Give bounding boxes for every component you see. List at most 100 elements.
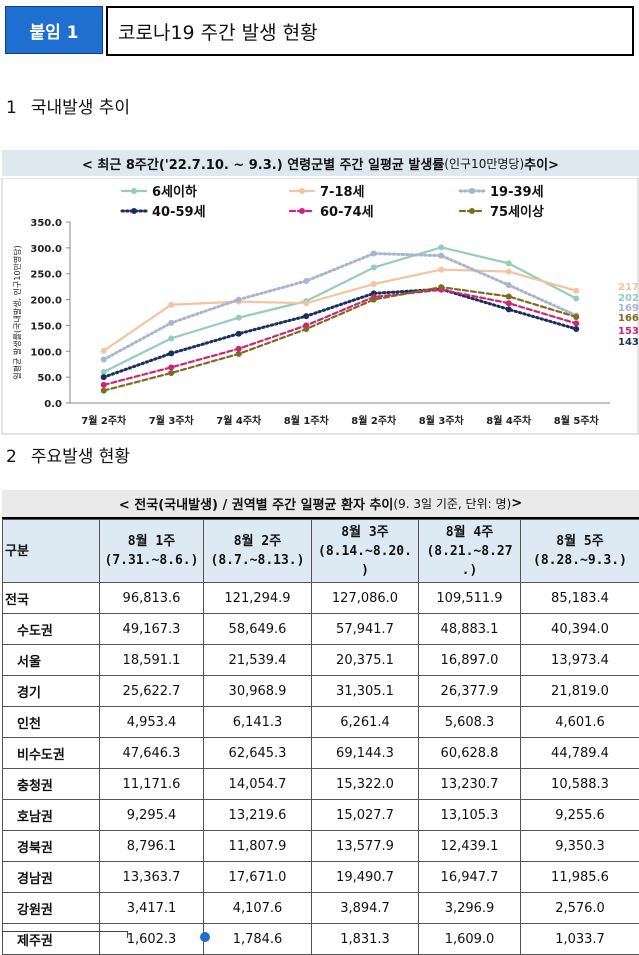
legend-label: 6세이하 bbox=[152, 184, 197, 200]
y-tick-label: 100.0 bbox=[30, 347, 62, 358]
table-cell: 9,295.4 bbox=[100, 800, 204, 831]
header-category: 구분 bbox=[3, 520, 100, 583]
table-cell: 44,789.4 bbox=[521, 738, 639, 769]
data-point bbox=[371, 281, 377, 287]
data-point bbox=[168, 320, 174, 326]
data-point bbox=[236, 351, 242, 357]
end-value-label: 143.2 bbox=[618, 337, 639, 348]
table-cell: 121,294.9 bbox=[204, 583, 312, 614]
table-cell: 9,350.3 bbox=[521, 831, 639, 862]
legend-label: 19-39세 bbox=[490, 185, 544, 200]
table-cell: 20,375.1 bbox=[312, 645, 419, 676]
end-value-label: 217.1 bbox=[618, 282, 639, 293]
table-title-main: < 전국(국내발생) / 권역별 주간 일평균 환자 추이 bbox=[119, 494, 394, 513]
table-cell: 11,171.6 bbox=[100, 769, 204, 800]
data-point bbox=[438, 284, 444, 290]
data-point bbox=[101, 382, 107, 388]
data-point bbox=[101, 348, 107, 354]
data-point bbox=[438, 253, 444, 259]
y-tick-label: 0.0 bbox=[44, 399, 62, 410]
table-cell: 17,671.0 bbox=[204, 862, 312, 893]
table-cell: 4,953.4 bbox=[100, 707, 204, 738]
y-tick-label: 250.0 bbox=[30, 270, 62, 281]
table-cell: 57,941.7 bbox=[312, 614, 419, 645]
table-cell: 13,973.4 bbox=[521, 645, 639, 676]
table-cell: 15,322.0 bbox=[312, 769, 419, 800]
end-value-label: 153.9 bbox=[618, 326, 639, 337]
data-point bbox=[236, 346, 242, 352]
table-cell: 5,608.3 bbox=[419, 707, 521, 738]
table-title-tail: > bbox=[511, 496, 522, 511]
data-point bbox=[438, 267, 444, 273]
table-cell: 31,305.1 bbox=[312, 676, 419, 707]
table-cell: 18,591.1 bbox=[100, 645, 204, 676]
data-point bbox=[506, 306, 512, 312]
chart-title-main: < 최근 8주간('22.7.10. ~ 9.3.) 연령군별 주간 일평균 발… bbox=[82, 154, 444, 173]
incidence-line-chart: 0.050.0100.0150.0200.0250.0300.0350.0일평균… bbox=[0, 178, 639, 436]
y-tick-label: 300.0 bbox=[30, 244, 62, 255]
legend-marker bbox=[469, 208, 475, 214]
table-cell: 13,230.7 bbox=[419, 769, 521, 800]
table-cell: 96,813.6 bbox=[100, 583, 204, 614]
x-tick-label: 8월 1주차 bbox=[284, 414, 330, 427]
table-cell: 58,649.6 bbox=[204, 614, 312, 645]
x-tick-label: 8월 2주차 bbox=[351, 414, 397, 427]
header-week-2: 8월 2주 (8.7.~8.13.) bbox=[204, 520, 312, 583]
data-point bbox=[573, 326, 579, 332]
data-point bbox=[168, 335, 174, 341]
table-cell: 69,144.3 bbox=[312, 738, 419, 769]
section-1-number: 1 bbox=[6, 98, 17, 118]
end-value-label: 166.4 bbox=[618, 313, 639, 324]
data-point bbox=[371, 265, 377, 271]
data-point bbox=[101, 388, 107, 394]
legend-marker bbox=[131, 188, 137, 194]
legend-label: 60-74세 bbox=[320, 205, 374, 220]
data-point bbox=[168, 364, 174, 370]
table-cell: 21,819.0 bbox=[521, 676, 639, 707]
legend-marker bbox=[469, 188, 475, 194]
table-cell: 4,107.6 bbox=[204, 893, 312, 924]
x-tick-label: 8월 4주차 bbox=[486, 414, 532, 427]
row-label: 전국 bbox=[3, 583, 100, 614]
table-cell: 49,167.3 bbox=[100, 614, 204, 645]
data-point bbox=[236, 331, 242, 337]
data-point bbox=[506, 260, 512, 266]
table-cell: 11,807.9 bbox=[204, 831, 312, 862]
table-cell: 13,219.6 bbox=[204, 800, 312, 831]
data-point bbox=[573, 288, 579, 294]
table-cell: 1,784.6 bbox=[204, 924, 312, 955]
data-point bbox=[168, 302, 174, 308]
table-cell: 1,602.3 bbox=[100, 924, 204, 955]
y-tick-label: 50.0 bbox=[37, 373, 62, 384]
y-tick-label: 350.0 bbox=[30, 218, 62, 229]
data-point bbox=[371, 297, 377, 303]
data-point bbox=[371, 251, 377, 257]
table-cell: 11,985.6 bbox=[521, 862, 639, 893]
legend-marker bbox=[131, 208, 137, 214]
legend-label: 7-18세 bbox=[320, 185, 365, 200]
data-point bbox=[303, 278, 309, 284]
data-point bbox=[101, 369, 107, 375]
table-cell: 60,628.8 bbox=[419, 738, 521, 769]
data-point bbox=[573, 314, 579, 320]
table-cell: 4,601.6 bbox=[521, 707, 639, 738]
data-point bbox=[573, 296, 579, 302]
row-label: 경남권 bbox=[3, 862, 100, 893]
row-label: 비수도권 bbox=[3, 738, 100, 769]
table-cell: 6,141.3 bbox=[204, 707, 312, 738]
table-title-note: (9. 3일 기준, 단위: 명) bbox=[393, 495, 511, 512]
table-cell: 1,831.3 bbox=[312, 924, 419, 955]
table-cell: 14,054.7 bbox=[204, 769, 312, 800]
row-label: 수도권 bbox=[3, 614, 100, 645]
data-point bbox=[506, 282, 512, 288]
table-cell: 9,255.6 bbox=[521, 800, 639, 831]
row-label: 인천 bbox=[3, 707, 100, 738]
